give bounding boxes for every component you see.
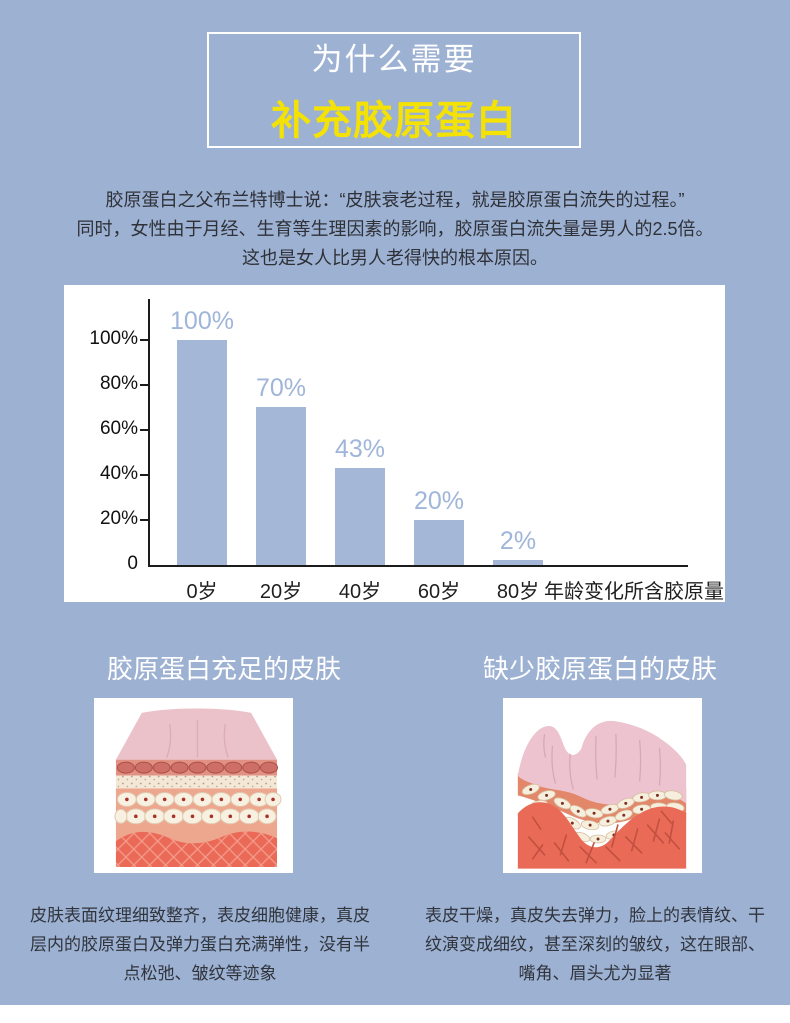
y-tick-label: 60%: [99, 418, 138, 439]
healthy-skin-illustration: [114, 708, 282, 868]
y-tick-mark: [140, 474, 148, 476]
intro-line-2: 同时，女性由于月经、生育等生理因素的影响，胶原蛋白流失量是男人的2.5倍。: [76, 219, 714, 239]
x-axis-line: [148, 565, 688, 567]
title-box: 为什么需要 补充胶原蛋白: [207, 32, 581, 148]
y-tick-label: 100%: [89, 328, 138, 349]
healthy-skin-card: [94, 698, 293, 873]
x-tick-label: 0岁: [186, 581, 218, 603]
bar-value-label: 100%: [170, 307, 234, 335]
bar-20岁: [256, 407, 306, 565]
intro-line-3: 这也是女人比男人老得快的根本原因。: [242, 248, 548, 268]
x-axis-caption: 年龄变化所含胶原量: [544, 581, 724, 603]
intro-line-1: 胶原蛋白之父布兰特博士说：“皮肤衰老过程，就是胶原蛋白流失的过程。”: [105, 190, 685, 210]
x-tick-label: 60岁: [417, 581, 461, 603]
collagen-bar-chart-panel: 年龄变化所含胶原量 0 20% 40% 60% 80% 100% 100% 0岁 70% 20岁 4…: [64, 285, 725, 603]
y-tick-label: 20%: [99, 508, 138, 529]
aged-skin-title: 缺少胶原蛋白的皮肤: [482, 654, 717, 684]
x-tick-label: 80岁: [496, 581, 540, 603]
y-tick-label: 80%: [99, 373, 138, 394]
bar-chart-plot: 年龄变化所含胶原量 0 20% 40% 60% 80% 100% 100% 0岁 70% 20岁 4…: [64, 285, 725, 603]
y-tick-mark: [140, 339, 148, 341]
aged-skin-illustration: [517, 720, 687, 869]
bar-value-label: 2%: [499, 527, 537, 555]
y-axis-line: [148, 299, 150, 567]
aged-skin-card: [503, 698, 702, 873]
healthy-skin-title: 胶原蛋白充足的皮肤: [106, 654, 341, 684]
bar-value-label: 20%: [413, 487, 465, 515]
x-tick-label: 40岁: [338, 581, 382, 603]
y-tick-mark: [140, 519, 148, 521]
y-tick-label: 40%: [99, 463, 138, 484]
intro-paragraph: 胶原蛋白之父布兰特博士说：“皮肤衰老过程，就是胶原蛋白流失的过程。” 同时，女性…: [0, 186, 790, 273]
x-tick-label: 20岁: [259, 581, 303, 603]
bar-value-label: 70%: [255, 374, 307, 402]
bar-value-label: 43%: [334, 435, 386, 463]
y-tick-mark: [140, 384, 148, 386]
bar-40岁: [335, 468, 385, 565]
page-title-line2: 补充胶原蛋白: [271, 99, 517, 143]
y-tick-mark: [140, 429, 148, 431]
bar-0岁: [177, 340, 227, 565]
page-title-line1: 为什么需要: [311, 42, 477, 77]
aged-skin-description: 表皮干燥，真皮失去弹力，脸上的表情纹、干纹演变成细纹，甚至深刻的皱纹，这在眼部、…: [425, 906, 765, 983]
footer-strip: [0, 1005, 790, 1023]
bar-60岁: [414, 520, 464, 565]
y-tick-label: 0: [127, 553, 138, 574]
bar-80岁: [493, 560, 543, 565]
healthy-skin-description: 皮肤表面纹理细致整齐，表皮细胞健康，真皮层内的胶原蛋白及弹力蛋白充满弹性，没有半…: [30, 906, 370, 983]
